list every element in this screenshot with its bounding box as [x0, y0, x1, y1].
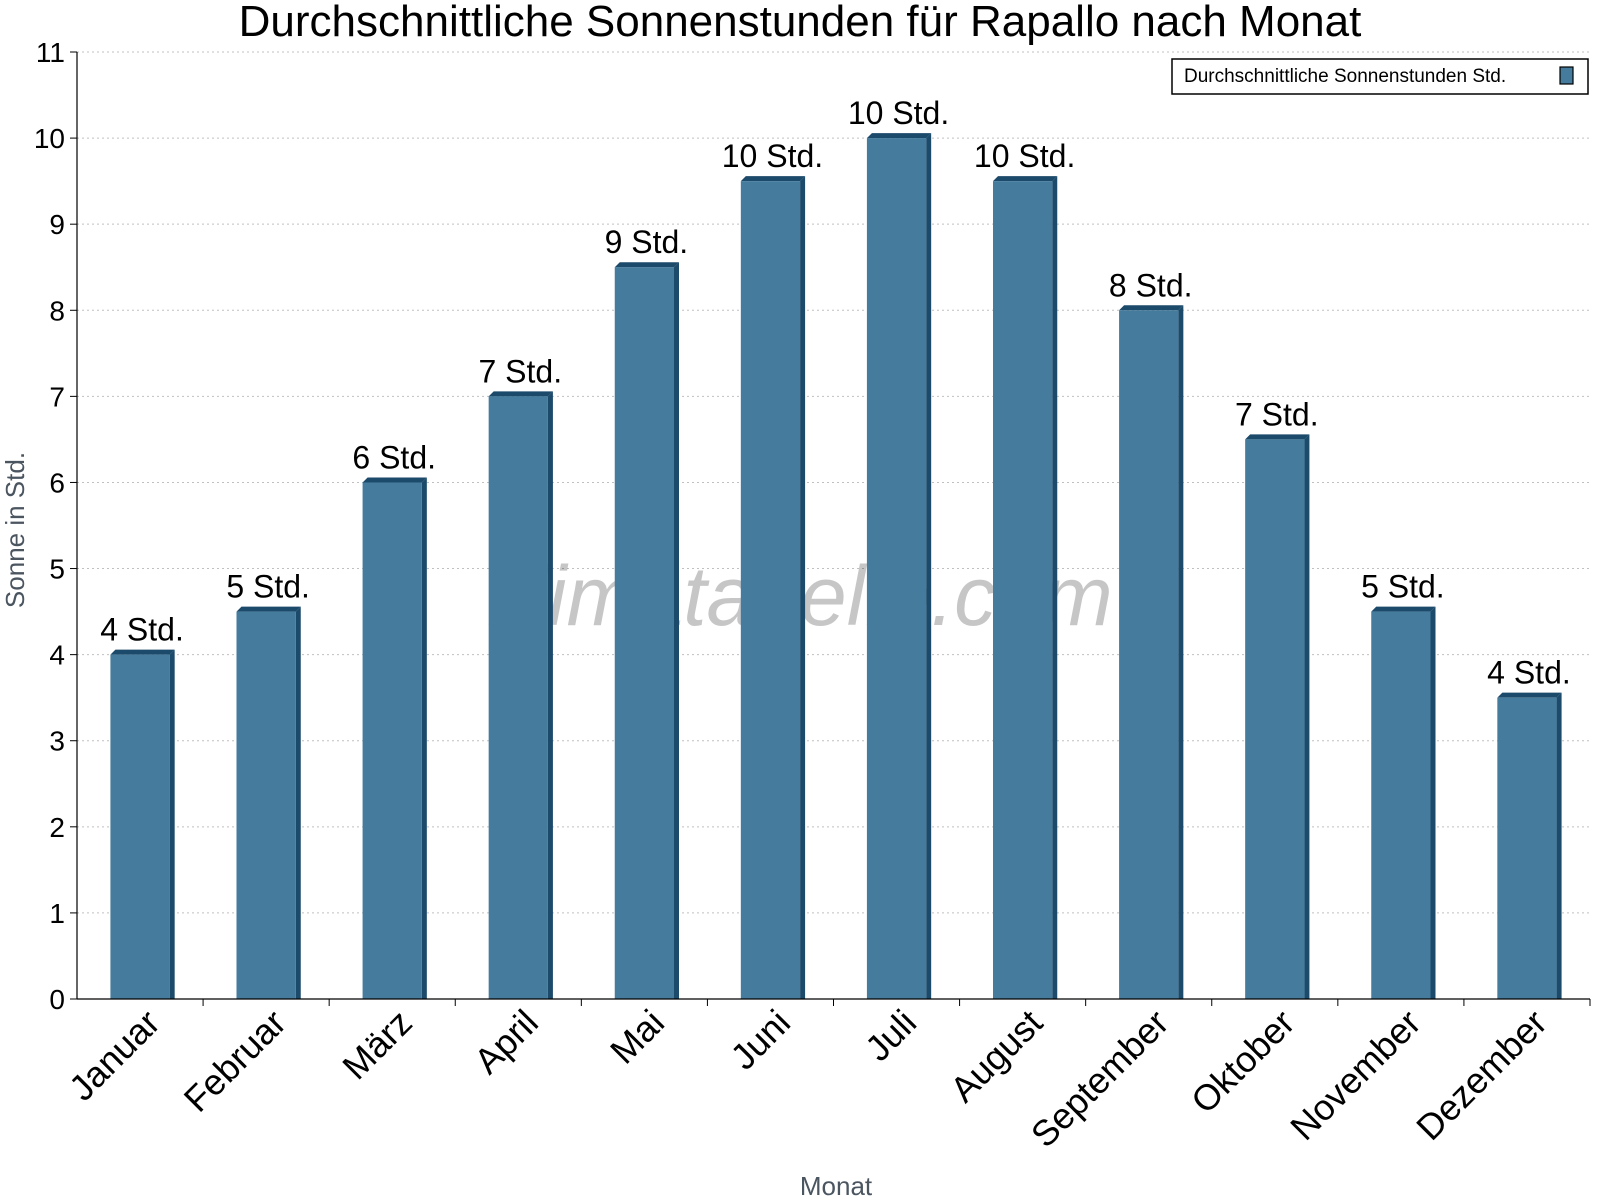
x-tick-label: Juli	[857, 1002, 924, 1069]
data-label: 5 Std.	[1361, 569, 1445, 605]
bar-side	[295, 606, 301, 999]
bar	[236, 611, 296, 999]
x-tick-label: Oktober	[1183, 1002, 1303, 1122]
bar	[1497, 697, 1557, 999]
x-tick-label: November	[1282, 1002, 1428, 1148]
bar	[866, 138, 927, 999]
y-tick-label: 3	[49, 726, 65, 757]
bar-side	[169, 649, 175, 999]
y-tick-label: 5	[49, 554, 65, 585]
x-axis-label: Monat	[800, 1171, 873, 1200]
y-tick-label: 0	[49, 984, 65, 1015]
data-label: 7 Std.	[1235, 396, 1319, 432]
bar-top	[614, 262, 680, 268]
bar-top	[236, 606, 301, 612]
x-axis-ticks: Januar Februar März April Mai Juni Juli AugustS…	[61, 999, 1591, 1156]
legend-box	[1171, 58, 1589, 95]
y-tick-label: 8	[49, 295, 65, 326]
bar-side	[800, 176, 806, 1000]
bar-top	[1371, 606, 1436, 612]
bar-side	[1178, 305, 1184, 1000]
axes	[76, 52, 1590, 1000]
x-tick-label: April	[466, 1002, 546, 1082]
legend: Durchschnittliche Sonnenstunden Std.	[1171, 58, 1589, 95]
y-tick-label: 2	[49, 812, 65, 843]
y-axis-label: Sonne in Std.	[0, 452, 30, 608]
y-tick-label: 10	[34, 123, 65, 154]
y-tick-label: 7	[49, 381, 65, 412]
data-label: 10 Std.	[848, 95, 949, 131]
data-label: 10 Std.	[974, 138, 1075, 174]
bar-side	[1304, 434, 1310, 1000]
x-tick-label: Dezember	[1408, 1002, 1554, 1148]
bar-top	[1245, 434, 1310, 440]
data-label: 4 Std.	[100, 612, 184, 648]
x-tick-label: September	[1023, 1002, 1177, 1156]
bar-side	[1556, 692, 1562, 999]
bar-top	[488, 391, 553, 397]
y-tick-label: 11	[36, 37, 65, 68]
y-tick-label: 6	[49, 467, 65, 498]
data-label: 4 Std.	[1487, 655, 1571, 691]
bar	[992, 181, 1053, 1000]
bar-top	[866, 133, 932, 139]
data-label: 9 Std.	[605, 224, 689, 260]
y-tick-label: 4	[49, 640, 65, 671]
bar	[740, 181, 801, 1000]
chart-title: Durchschnittliche Sonnenstunden für Rapa…	[239, 0, 1362, 46]
data-label: 8 Std.	[1109, 267, 1193, 303]
data-label: 10 Std.	[722, 138, 823, 174]
gridlines	[77, 51, 1590, 914]
bar	[488, 396, 548, 999]
x-tick-label: Mai	[602, 1002, 672, 1072]
data-label: 5 Std.	[226, 569, 310, 605]
bars	[110, 133, 1562, 1000]
data-label: 6 Std.	[352, 439, 436, 475]
bar-top	[1119, 305, 1184, 311]
bar	[1119, 310, 1179, 1000]
bar	[1371, 611, 1431, 999]
bar-top	[1497, 692, 1562, 698]
bar-top	[362, 477, 427, 483]
bar	[110, 654, 170, 999]
legend-label: Durchschnittliche Sonnenstunden Std.	[1184, 66, 1506, 87]
bar-side	[1430, 606, 1436, 999]
bar-side	[926, 133, 932, 999]
bar-side	[421, 477, 427, 999]
y-tick-label: 9	[49, 209, 65, 240]
data-label: 7 Std.	[478, 353, 562, 389]
x-tick-label: Juni	[722, 1002, 798, 1078]
legend-swatch	[1559, 66, 1574, 85]
x-tick-label: Januar	[61, 1002, 168, 1109]
bar-top	[740, 176, 806, 182]
bar-top	[110, 649, 175, 655]
x-tick-label: März	[334, 1002, 420, 1088]
y-axis-ticks: 0 1 2 3 4 5 6 7 8 9 10 11	[34, 37, 77, 1015]
bar	[362, 482, 422, 999]
bar-side	[1052, 176, 1058, 1000]
x-tick-label: August	[942, 1002, 1050, 1110]
data-labels: 4 Std. 5 Std. 6 Std. 7 Std. 9 Std. 10 Std. 10 …	[100, 95, 1571, 691]
bar-side	[547, 391, 553, 999]
bar-top	[992, 176, 1058, 182]
bar	[614, 267, 675, 999]
x-tick-label: Februar	[176, 1002, 294, 1120]
bar	[1245, 439, 1305, 1000]
y-tick-label: 1	[49, 898, 65, 929]
bar-side	[674, 262, 680, 999]
